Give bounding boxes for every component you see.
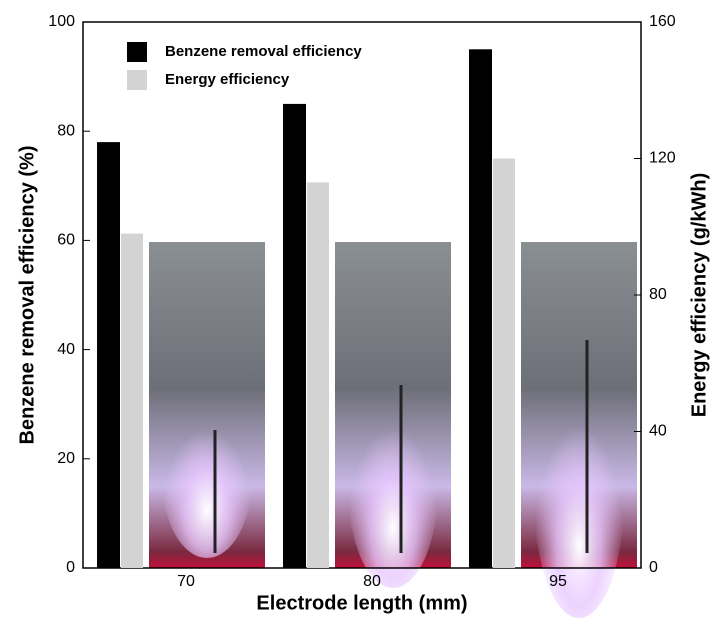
x-tick-label: 80 <box>363 573 381 590</box>
y-tick-label: 0 <box>66 559 75 576</box>
bar <box>493 158 515 568</box>
y-tick-label: 100 <box>48 13 75 30</box>
y2-tick-label: 40 <box>649 423 667 440</box>
y-tick-label: 20 <box>57 450 75 467</box>
x-tick-label: 95 <box>549 573 567 590</box>
y2-tick-label: 120 <box>649 150 676 167</box>
legend-label: Benzene removal efficiency <box>165 43 362 60</box>
bar <box>97 142 120 568</box>
bar <box>283 103 306 569</box>
bar <box>307 182 329 568</box>
y2-tick-label: 80 <box>649 286 667 303</box>
inset-photos <box>149 242 637 618</box>
bar <box>121 233 143 568</box>
y-tick-label: 60 <box>57 232 75 249</box>
y-axis-title: Benzene removal efficiency (%) <box>16 146 38 445</box>
photo-glow <box>348 388 438 588</box>
x-axis-title: Electrode length (mm) <box>256 592 467 614</box>
x-tick-label: 70 <box>177 573 195 590</box>
legend-swatch <box>127 42 147 62</box>
y2-tick-label: 160 <box>649 13 676 30</box>
bar <box>469 49 492 569</box>
photo-glow <box>162 398 252 558</box>
y-tick-label: 40 <box>57 341 75 358</box>
y2-tick-label: 0 <box>649 559 658 576</box>
y-tick-label: 80 <box>57 122 75 139</box>
photo-glow <box>534 378 624 618</box>
y2-axis-title: Energy efficiency (g/kWh) <box>688 173 710 418</box>
legend-label: Energy efficiency <box>165 71 290 88</box>
legend-swatch <box>127 70 147 90</box>
